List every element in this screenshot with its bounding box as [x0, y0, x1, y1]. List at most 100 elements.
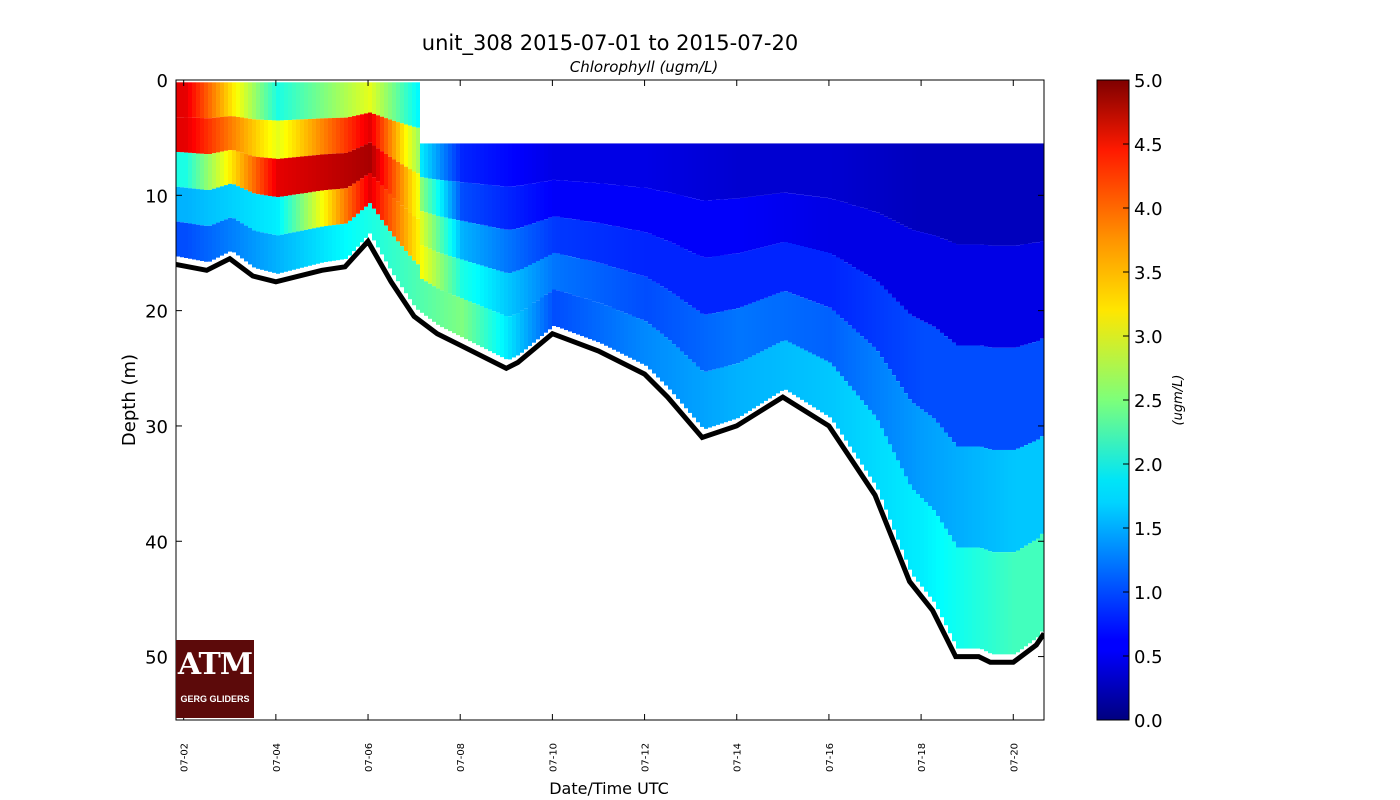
chl-cell [672, 243, 676, 294]
chl-cell [432, 214, 436, 251]
chl-cell [956, 244, 960, 346]
chl-cell [440, 180, 444, 217]
chl-cell [608, 184, 612, 226]
chl-cell [636, 318, 640, 362]
chl-cell [284, 195, 288, 234]
chl-cell [992, 449, 996, 553]
chl-cell [252, 119, 256, 157]
chl-cell [332, 225, 336, 261]
chl-cell [204, 82, 208, 119]
chl-cell [712, 369, 716, 427]
chl-cell [616, 226, 620, 269]
chl-cell [808, 247, 812, 301]
chl-cell [748, 196, 752, 251]
chl-cell [560, 291, 564, 329]
chl-cell [944, 336, 948, 433]
chl-cell [608, 266, 612, 307]
chl-cell [372, 82, 376, 114]
chl-cell [720, 311, 724, 368]
chl-cell [900, 305, 904, 388]
chl-cell [536, 260, 540, 301]
chl-cell [848, 143, 852, 205]
bottom-depth-line [176, 237, 1044, 665]
chl-cell [232, 150, 236, 185]
chl-cell [548, 254, 552, 293]
chl-cell [476, 304, 480, 346]
chl-cell [252, 230, 256, 268]
chl-cell [972, 143, 976, 245]
chl-cell [436, 143, 440, 180]
chl-cell [180, 117, 184, 153]
chl-cell [676, 296, 680, 348]
chl-cell [1012, 245, 1016, 348]
chl-cell [644, 232, 648, 277]
chl-cell [884, 363, 888, 437]
chl-cell [868, 343, 872, 410]
chl-cell [1036, 340, 1040, 440]
chl-cell [488, 184, 492, 227]
chl-cell [1012, 552, 1016, 655]
chl-cell [884, 143, 888, 217]
y-tick-label: 30 [145, 417, 168, 438]
chl-cell [908, 313, 912, 400]
chl-cell [656, 330, 660, 378]
chl-cell [476, 224, 480, 265]
chl-cell [616, 185, 620, 227]
chl-cell [704, 257, 708, 315]
chl-cell [964, 345, 968, 447]
chl-cell [996, 143, 1000, 246]
chl-cell [520, 185, 524, 228]
x-tick-label: 07-06 [364, 743, 375, 772]
colorbar-label: (ugm/L) [1171, 375, 1186, 426]
chl-cell [340, 82, 344, 118]
chl-cell [736, 308, 740, 364]
chl-cell [996, 347, 1000, 450]
chl-cell [996, 449, 1000, 553]
chl-cell [564, 180, 568, 219]
chl-cell [656, 283, 660, 331]
chl-cell [416, 218, 420, 265]
chl-cell [1012, 143, 1016, 246]
chl-cell [628, 229, 632, 273]
chl-cell [1012, 347, 1016, 450]
chl-cell [996, 245, 1000, 348]
chl-cell [504, 143, 508, 187]
chl-cell [704, 371, 708, 429]
chl-cell [708, 370, 712, 428]
chl-cell [920, 498, 924, 587]
chl-cell [196, 153, 200, 190]
chl-cell [1000, 449, 1004, 553]
chl-cell [648, 233, 652, 280]
chl-cell [460, 298, 464, 338]
chl-cell [300, 230, 304, 268]
chl-cell [328, 225, 332, 262]
chl-cell [988, 551, 992, 654]
chl-cell [928, 234, 932, 325]
chl-cell [220, 151, 224, 187]
chl-cell [780, 242, 784, 292]
chl-cell [944, 239, 948, 337]
chl-cell [384, 225, 388, 262]
chl-cell [800, 194, 804, 246]
plot-area [176, 82, 1044, 665]
chl-cell [648, 324, 652, 370]
chl-cell [668, 291, 672, 341]
chl-cell [408, 255, 412, 300]
chl-cell [392, 198, 396, 237]
chl-cell [536, 182, 540, 222]
chl-cell [808, 300, 812, 353]
chl-cell [388, 82, 392, 120]
chl-cell [216, 117, 220, 153]
chl-cell [516, 270, 520, 314]
chl-cell [520, 227, 524, 269]
chl-cell [224, 150, 228, 186]
chl-cell [280, 196, 284, 235]
chl-cell [368, 173, 372, 204]
chl-cell [1012, 449, 1016, 553]
chl-cell [664, 288, 668, 338]
chl-cell [228, 183, 232, 218]
chl-cell [384, 118, 388, 154]
chl-cell [848, 325, 852, 386]
chl-cell [1020, 244, 1024, 346]
chl-cell [224, 82, 228, 117]
